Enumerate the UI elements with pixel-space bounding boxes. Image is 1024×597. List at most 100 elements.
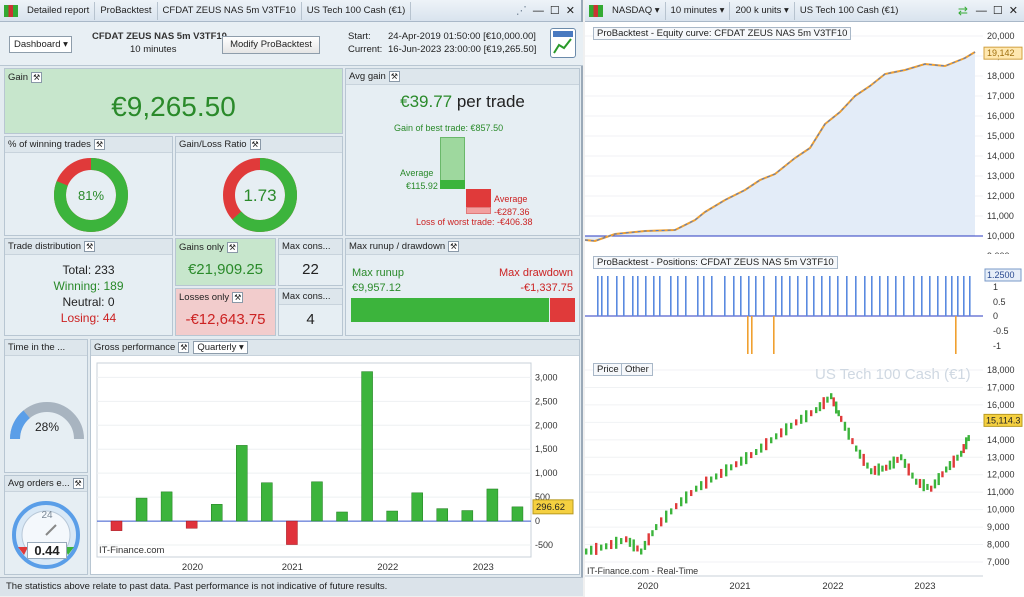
long-position-bar [597, 276, 599, 316]
wrench-icon[interactable]: ⚒ [31, 71, 43, 83]
avg-loss-caption: Average [494, 194, 528, 204]
wrench-icon[interactable]: ⚒ [93, 139, 105, 150]
x-tick-label: 2023 [914, 581, 935, 592]
period-dropdown[interactable]: Quarterly ▾ [193, 341, 248, 354]
time-gauge [9, 402, 84, 440]
long-position-bar [951, 276, 953, 316]
y-tick-label: 2,500 [535, 396, 558, 406]
tab-instrument[interactable]: US Tech 100 Cash (€1) [302, 1, 412, 20]
candle [715, 473, 718, 480]
long-position-bar [740, 276, 742, 316]
avg-loss-amount: -€287.36 [494, 207, 530, 217]
market-selector[interactable]: NASDAQ ▾ [607, 1, 666, 20]
wrench-icon[interactable]: ⚒ [226, 241, 238, 253]
long-position-bar [871, 276, 873, 316]
timeframe-selector[interactable]: 10 minutes ▾ [666, 1, 731, 20]
candle [832, 397, 835, 407]
y-tick-label: 16,000 [987, 111, 1015, 121]
long-position-bar [957, 276, 959, 316]
long-position-bar [829, 276, 831, 316]
units-selector[interactable]: 200 k units ▾ [730, 1, 795, 20]
report-chart-icon[interactable] [550, 28, 576, 58]
candle [851, 438, 854, 445]
wrench-icon[interactable]: ⚒ [84, 241, 96, 252]
close-icon[interactable]: ✕ [565, 5, 575, 17]
long-position-bar [837, 276, 839, 316]
maximize-icon[interactable]: ☐ [549, 5, 560, 17]
gain-title: Gain [8, 71, 29, 83]
runup-pane: Max runup / drawdown ⚒ Max runup €9,957.1… [345, 238, 580, 336]
candle [918, 478, 922, 488]
candle [780, 428, 783, 438]
long-position-bar [963, 276, 965, 316]
drawdown-bar [550, 298, 575, 322]
share-icon[interactable]: ⋰ [515, 5, 527, 17]
strategy-name: CFDAT ZEUS NAS 5m V3TF10 [92, 31, 227, 42]
wrench-icon[interactable]: ⚒ [72, 478, 84, 489]
long-position-bar [616, 276, 618, 316]
candle [795, 419, 798, 426]
gross-performance-pane: Gross performance ⚒ Quarterly ▾ 3,000 2,50… [90, 339, 580, 575]
max-cons-wins-title: Max cons... [282, 241, 331, 252]
long-position-bar [887, 276, 889, 316]
bar [210, 504, 223, 522]
short-position-bar [773, 316, 775, 354]
candle [760, 443, 763, 453]
avg-loss-bar [466, 189, 491, 207]
x-tick-label: 2020 [637, 581, 658, 592]
dashboard-dropdown[interactable]: Dashboard ▾ [9, 36, 72, 53]
y-tick-label: 13,000 [987, 171, 1015, 181]
worst-trade-label: Loss of worst trade: -€406.38 [416, 217, 533, 227]
wrench-icon[interactable]: ⚒ [178, 342, 190, 353]
long-position-bar [677, 276, 679, 316]
avg-orders-pane: Avg orders e... ⚒ 24 0.44 [4, 475, 88, 575]
y-tick-label: 0 [993, 311, 998, 321]
y-tick-label: 9,000 [987, 251, 1010, 254]
modify-probacktest-button[interactable]: Modify ProBacktest [222, 36, 320, 54]
minimize-icon[interactable]: — [532, 4, 544, 17]
minimize-icon[interactable]: — [975, 4, 987, 17]
price-tab[interactable]: Price [593, 363, 623, 376]
candle [695, 485, 698, 492]
candle [620, 538, 623, 545]
y-tick-label: 12,000 [987, 191, 1015, 201]
long-position-bar [632, 276, 634, 316]
tab-probacktest[interactable]: ProBacktest [95, 1, 158, 20]
wrench-icon[interactable]: ⚒ [249, 139, 261, 150]
candle [956, 454, 959, 461]
wrench-icon[interactable]: ⚒ [388, 71, 400, 82]
other-tab[interactable]: Other [621, 363, 653, 376]
candle [915, 478, 918, 485]
candle [705, 476, 708, 489]
short-position-bar [747, 316, 749, 354]
candle [907, 463, 910, 476]
candle [665, 510, 668, 523]
wrench-icon[interactable]: ⚒ [232, 291, 244, 303]
candle [945, 466, 948, 473]
price-last-label: 15,114.3 [986, 415, 1020, 425]
tab-detailed-report[interactable]: Detailed report [22, 1, 96, 20]
maximize-icon[interactable]: ☐ [992, 5, 1003, 17]
tab-strategy[interactable]: CFDAT ZEUS NAS 5m V3TF10 [158, 1, 302, 20]
candle [922, 479, 925, 492]
instrument-name[interactable]: US Tech 100 Cash (€1) [799, 4, 899, 16]
candle [900, 454, 903, 461]
close-icon[interactable]: ✕ [1008, 5, 1018, 17]
long-position-bar [797, 276, 799, 316]
y-tick-label: 18,000 [987, 71, 1015, 81]
candle [710, 476, 713, 483]
positions-chart: 1 0.5 0 -0.5 -1 1.2500 [585, 255, 1024, 359]
y-tick-label: 0.5 [993, 297, 1006, 307]
candle [720, 468, 723, 478]
candle [725, 464, 728, 477]
candle [896, 456, 899, 463]
wrench-icon[interactable]: ⚒ [448, 241, 460, 252]
gain-pane: Gain ⚒ €9,265.50 [4, 68, 343, 134]
sync-icon[interactable]: ⇄ [957, 3, 968, 18]
y-tick-label: -0.5 [993, 326, 1009, 336]
candle [855, 445, 858, 452]
gain-value: €9,265.50 [111, 91, 236, 122]
price-last-badge [983, 413, 1023, 427]
bar [486, 488, 499, 522]
trade-distribution-title: Trade distribution [8, 241, 82, 252]
